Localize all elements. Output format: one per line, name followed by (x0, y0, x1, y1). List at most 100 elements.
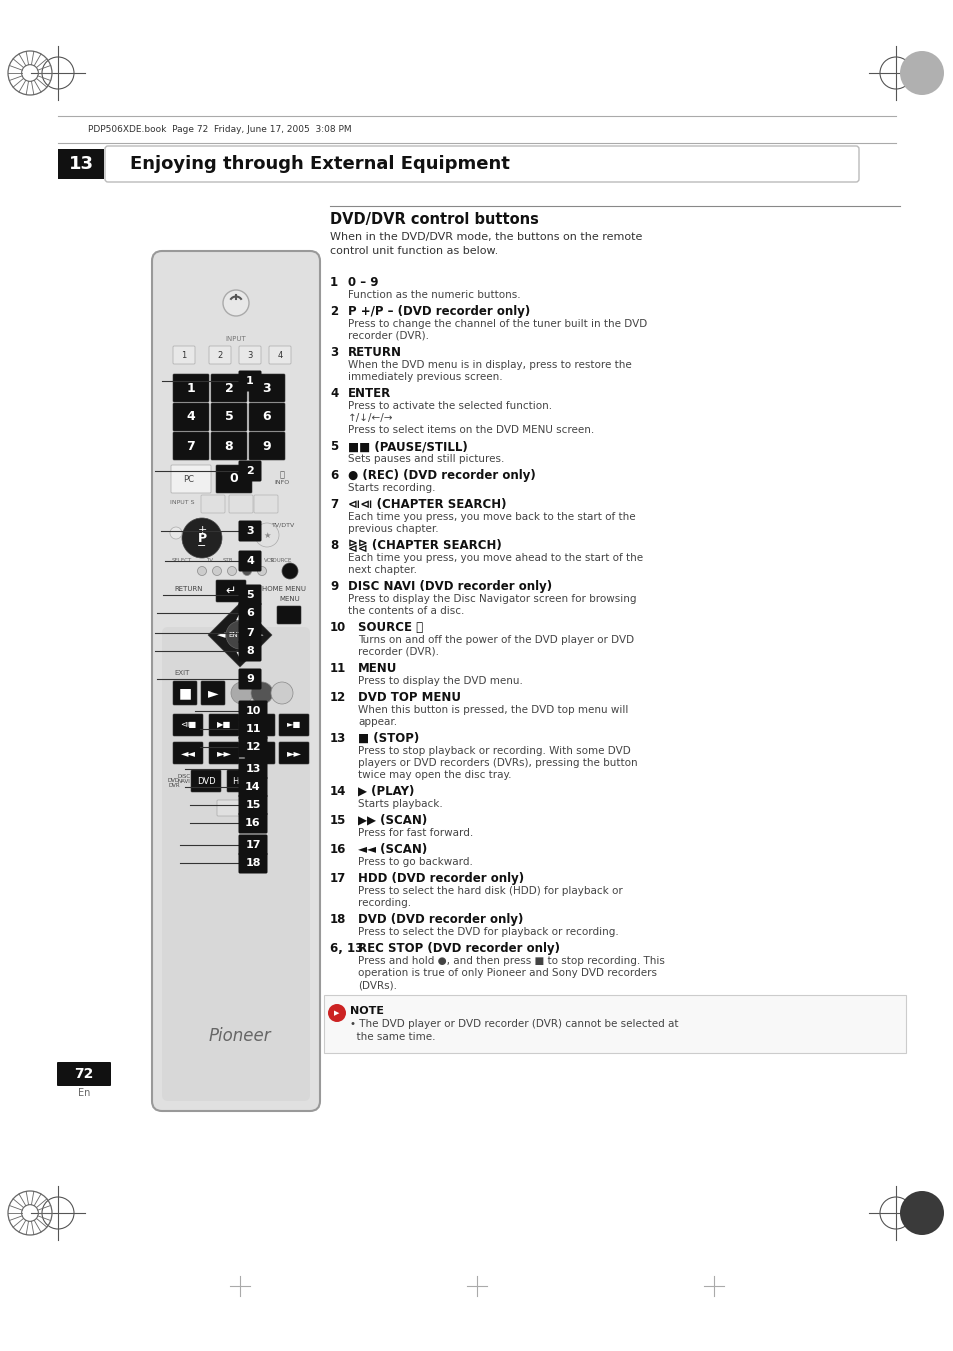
Text: ▼: ▼ (235, 650, 244, 659)
FancyBboxPatch shape (238, 758, 267, 780)
Text: DVD: DVD (196, 777, 215, 785)
Text: • The DVD player or DVD recorder (DVR) cannot be selected at
  the same time.: • The DVD player or DVD recorder (DVR) c… (350, 1019, 678, 1042)
Circle shape (328, 1004, 346, 1021)
Text: P +/P – (DVD recorder only): P +/P – (DVD recorder only) (348, 305, 530, 317)
Text: ►: ► (254, 630, 263, 640)
Text: the contents of a disc.: the contents of a disc. (348, 607, 464, 616)
Text: STB: STB (223, 558, 233, 563)
Text: 14: 14 (245, 782, 260, 792)
Text: previous chapter.: previous chapter. (348, 524, 438, 534)
Text: PDP506XDE.book  Page 72  Friday, June 17, 2005  3:08 PM: PDP506XDE.book Page 72 Friday, June 17, … (88, 126, 352, 135)
FancyBboxPatch shape (211, 374, 247, 403)
Text: 6: 6 (262, 411, 271, 423)
FancyBboxPatch shape (238, 640, 261, 662)
Text: DVD TOP MENU: DVD TOP MENU (357, 690, 460, 704)
Text: 3: 3 (262, 381, 271, 394)
FancyBboxPatch shape (201, 681, 225, 705)
Text: ENTER: ENTER (348, 386, 391, 400)
Text: 17: 17 (245, 840, 260, 850)
Text: +: + (197, 526, 207, 535)
Text: 13: 13 (330, 732, 346, 744)
Text: appear.: appear. (357, 717, 396, 727)
FancyBboxPatch shape (211, 432, 247, 459)
Text: recording.: recording. (357, 898, 411, 908)
Circle shape (226, 621, 253, 648)
FancyBboxPatch shape (238, 777, 267, 797)
Text: Press to select the DVD for playback or recording.: Press to select the DVD for playback or … (357, 927, 618, 938)
Text: MENU: MENU (279, 596, 299, 603)
FancyBboxPatch shape (172, 681, 196, 705)
Text: ▶▶ (SCAN): ▶▶ (SCAN) (357, 815, 427, 827)
Text: ↑/↓/←/→: ↑/↓/←/→ (348, 413, 393, 423)
Text: 16: 16 (330, 843, 346, 857)
Circle shape (213, 566, 221, 576)
Text: Each time you press, you move back to the start of the: Each time you press, you move back to th… (348, 512, 635, 521)
FancyBboxPatch shape (238, 550, 261, 571)
FancyBboxPatch shape (58, 149, 104, 178)
Text: When in the DVD/DVR mode, the buttons on the remote
control unit function as bel: When in the DVD/DVR mode, the buttons on… (330, 232, 641, 255)
Text: recorder (DVR).: recorder (DVR). (348, 331, 429, 340)
Text: 7: 7 (330, 499, 337, 511)
Text: HDD (DVD recorder only): HDD (DVD recorder only) (357, 871, 523, 885)
Text: 8: 8 (225, 439, 233, 453)
FancyBboxPatch shape (238, 794, 267, 816)
FancyBboxPatch shape (238, 701, 267, 721)
Text: SELECT: SELECT (172, 558, 193, 563)
Text: 5: 5 (224, 411, 233, 423)
Text: RETURN: RETURN (348, 346, 401, 359)
FancyBboxPatch shape (201, 494, 225, 513)
FancyBboxPatch shape (229, 494, 253, 513)
Text: 6, 13: 6, 13 (330, 942, 363, 955)
Text: 10: 10 (245, 707, 260, 716)
FancyBboxPatch shape (278, 742, 309, 765)
FancyBboxPatch shape (215, 465, 252, 493)
FancyBboxPatch shape (253, 494, 277, 513)
Text: 11: 11 (245, 724, 260, 734)
FancyBboxPatch shape (238, 719, 267, 739)
Text: players or DVD recorders (DVRs), pressing the button: players or DVD recorders (DVRs), pressin… (357, 758, 637, 767)
FancyBboxPatch shape (238, 812, 267, 834)
Text: SOURCE ⏻: SOURCE ⏻ (357, 621, 423, 634)
Text: 11: 11 (330, 662, 346, 676)
Text: DISC NAVI (DVD recorder only): DISC NAVI (DVD recorder only) (348, 580, 552, 593)
Text: 5: 5 (246, 590, 253, 600)
FancyBboxPatch shape (238, 669, 261, 689)
Text: 1: 1 (246, 376, 253, 386)
FancyBboxPatch shape (238, 585, 261, 605)
FancyBboxPatch shape (209, 346, 231, 363)
Text: ⧏⧏ (CHAPTER SEARCH): ⧏⧏ (CHAPTER SEARCH) (348, 499, 506, 511)
Text: 13: 13 (245, 765, 260, 774)
Text: 12: 12 (245, 742, 260, 753)
Text: ►►: ►► (286, 748, 301, 758)
Text: 3: 3 (330, 346, 337, 359)
Text: Press to change the channel of the tuner built in the DVD: Press to change the channel of the tuner… (348, 319, 646, 330)
FancyBboxPatch shape (269, 346, 291, 363)
Text: 2: 2 (246, 466, 253, 476)
FancyBboxPatch shape (249, 374, 285, 403)
FancyBboxPatch shape (172, 713, 203, 736)
Text: 1: 1 (330, 276, 337, 289)
FancyBboxPatch shape (238, 852, 267, 874)
Text: NOTE: NOTE (350, 1006, 384, 1016)
FancyBboxPatch shape (245, 742, 274, 765)
Text: 4: 4 (246, 557, 253, 566)
FancyBboxPatch shape (215, 580, 246, 603)
Circle shape (251, 682, 273, 704)
Circle shape (282, 563, 297, 580)
Text: ▶: ▶ (334, 1011, 339, 1016)
Text: Sets pauses and still pictures.: Sets pauses and still pictures. (348, 454, 504, 463)
FancyBboxPatch shape (172, 346, 194, 363)
Text: ⧏■: ⧏■ (180, 720, 196, 730)
Text: 13: 13 (69, 155, 93, 173)
Text: TV: TV (206, 558, 213, 563)
Text: immediately previous screen.: immediately previous screen. (348, 372, 502, 382)
Text: RETURN: RETURN (173, 586, 202, 592)
Text: Press for fast forward.: Press for fast forward. (357, 828, 473, 838)
FancyBboxPatch shape (216, 800, 254, 816)
Text: ◄: ◄ (216, 630, 225, 640)
FancyBboxPatch shape (238, 520, 261, 542)
Text: 6: 6 (330, 469, 338, 482)
FancyBboxPatch shape (239, 346, 261, 363)
Text: Press to display the DVD menu.: Press to display the DVD menu. (357, 676, 522, 686)
FancyBboxPatch shape (172, 432, 209, 459)
